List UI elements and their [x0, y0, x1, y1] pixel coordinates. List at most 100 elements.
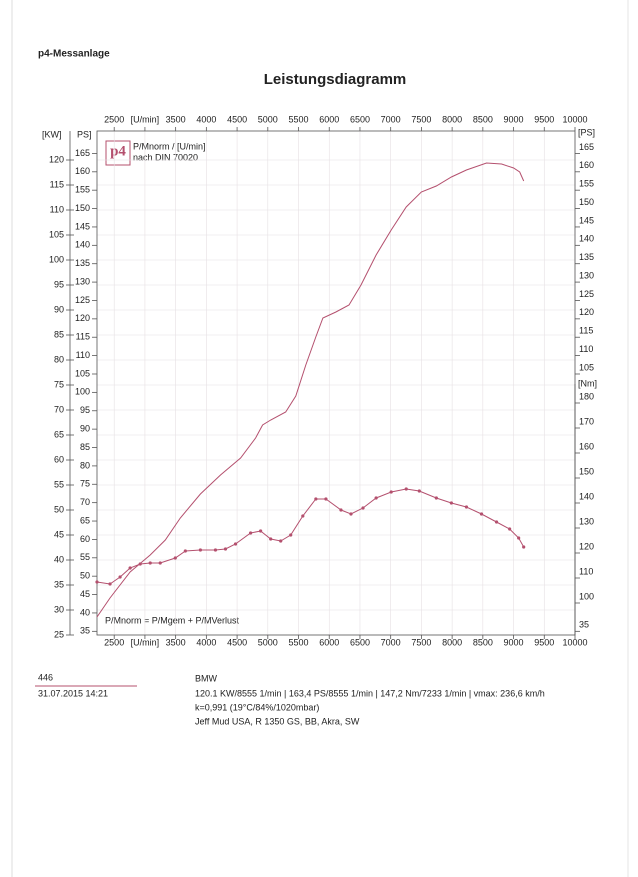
correction: k=0,991 (19°C/84%/1020mbar) [195, 702, 319, 712]
y2-axis-label: PS] [77, 129, 92, 139]
series-dot [128, 566, 132, 570]
y2-tick-label: 160 [579, 160, 594, 170]
y3-tick-label: 100 [579, 591, 594, 601]
x-tick-label: 5500 [289, 114, 309, 124]
y-tick-label: 60 [54, 454, 64, 464]
y2-tick-label: 60 [80, 534, 90, 544]
y2-tick-label: 65 [80, 515, 90, 525]
x-tick-label: 8000 [442, 637, 462, 647]
y3-tick-label: 150 [579, 466, 594, 476]
series-dot [173, 556, 177, 560]
series-dot [417, 489, 421, 493]
sheet-id: 446 [38, 672, 53, 682]
y-tick-label: 90 [54, 304, 64, 314]
vehicle: BMW [195, 673, 218, 683]
x-tick-label: 4000 [196, 114, 216, 124]
y2-tick-label: 75 [80, 479, 90, 489]
legend: p4 P/Mnorm / [U/min] nach DIN 70020 [105, 140, 206, 166]
series-dot [404, 487, 408, 491]
y-tick-label: 55 [54, 479, 64, 489]
series-dot [95, 580, 99, 584]
series-dot [349, 512, 353, 516]
y2-tick-label: 110 [76, 350, 90, 360]
series-dot [108, 582, 112, 586]
series-dot [522, 545, 526, 549]
x-tick-label: 3500 [166, 637, 186, 647]
series-dot [118, 575, 122, 579]
y-tick-label: 65 [54, 429, 64, 439]
y3-tick-label: 160 [579, 441, 594, 451]
x-tick-label: 9000 [504, 114, 524, 124]
series-line [96, 162, 525, 618]
x-tick-label: [U/min] [131, 114, 160, 124]
y-tick-label: 85 [54, 329, 64, 339]
y2-tick-label: 35 [579, 620, 589, 630]
y2-tick-label: 125 [579, 289, 594, 299]
y3-tick-label: 120 [579, 541, 594, 551]
y3-tick-label: 130 [579, 516, 594, 526]
y-tick-label: 50 [54, 504, 64, 514]
y2-tick-label: 120 [579, 307, 594, 317]
y2-tick-label: 140 [579, 234, 594, 244]
x-tick-label: 4500 [227, 637, 247, 647]
series-dot [479, 512, 484, 516]
series-dot [138, 562, 142, 566]
y-tick-label: 80 [54, 354, 64, 364]
legend-text: nach DIN 70020 [133, 152, 198, 162]
series-dot [324, 497, 328, 501]
y-tick-label: 70 [54, 404, 64, 414]
y3-tick-label: 110 [579, 566, 593, 576]
series-dot [148, 561, 152, 565]
x-tick-label: 4500 [227, 114, 247, 124]
y2-tick-label: 155 [75, 185, 90, 195]
x-tick-label: 5000 [258, 637, 278, 647]
series-dot [508, 527, 512, 531]
y-axis-label: [KW] [42, 129, 62, 139]
x-tick-label: 7500 [411, 637, 431, 647]
y2-tick-label: 55 [80, 552, 90, 562]
y2-tick-label: 50 [80, 571, 90, 581]
logo-box [105, 140, 131, 166]
y3-tick-label: 140 [579, 491, 594, 501]
y2-tick-label: 85 [80, 442, 90, 452]
x-tick-label: 7000 [381, 114, 401, 124]
x-tick-label: 7000 [381, 637, 401, 647]
series-dot [434, 496, 438, 500]
series-line [96, 488, 525, 585]
series-dot [248, 531, 253, 535]
y2-tick-label: 145 [579, 215, 594, 225]
series-dot [389, 490, 393, 494]
y-tick-label: 30 [54, 604, 64, 614]
series-dot [233, 542, 238, 546]
owner: Jeff Mud USA, R 1350 GS, BB, Akra, SW [195, 716, 360, 726]
series-dot [517, 536, 521, 540]
series-dot [223, 547, 228, 551]
x-tick-label: 10000 [562, 114, 587, 124]
y2-tick-label: 115 [579, 326, 593, 336]
datetime: 31.07.2015 14:21 [38, 688, 108, 698]
y3-tick-label: 170 [579, 416, 594, 426]
series-dot [259, 529, 263, 533]
legend-text: P/Mnorm / [U/min] [133, 141, 206, 151]
series-dot [279, 539, 283, 543]
y2-tick-label: 90 [80, 424, 90, 434]
y-tick-label: 100 [49, 254, 64, 264]
y2-tick-label: 105 [579, 362, 594, 372]
x-tick-label: 5500 [289, 637, 309, 647]
series-dot [339, 508, 343, 512]
y2-tick-label: 70 [80, 497, 90, 507]
y2-tick-label: 40 [80, 607, 90, 617]
series-dot [464, 505, 469, 509]
y2-tick-label: 45 [80, 589, 90, 599]
y-tick-label: 120 [49, 154, 64, 164]
series-dot [314, 497, 318, 501]
y-tick-label: 105 [49, 229, 64, 239]
y2-tick-label: 145 [75, 221, 90, 231]
series-dot [301, 514, 305, 518]
series-dot [361, 506, 365, 510]
x-tick-label: 10000 [562, 637, 587, 647]
series-dot [198, 548, 203, 552]
plot-frame [96, 130, 576, 636]
x-tick-label: [U/min] [131, 637, 160, 647]
